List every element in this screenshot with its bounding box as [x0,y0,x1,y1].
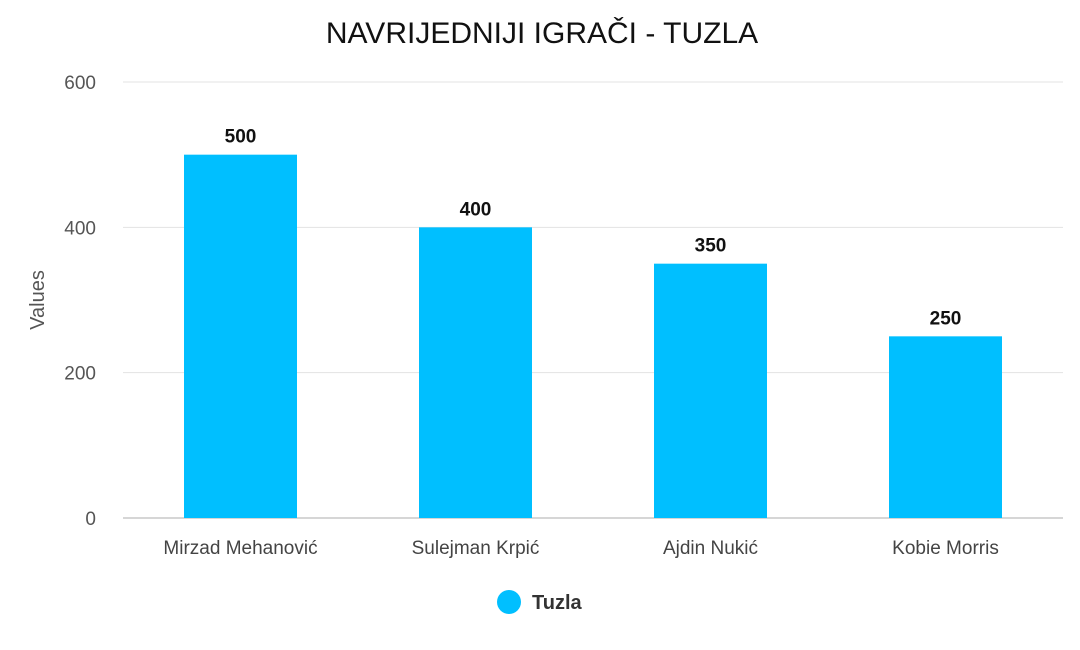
y-tick-label: 600 [64,73,96,94]
x-axis-categories: Mirzad Mehanović Sulejman Krpić Ajdin Nuki… [163,538,998,559]
bar [419,227,532,519]
legend: Tuzla [497,590,583,614]
x-category-label: Ajdin Nukić [663,538,758,559]
x-category-label: Kobie Morris [892,538,999,559]
y-axis-ticks: 0 200 400 600 [64,73,96,530]
y-tick-label: 0 [85,509,96,530]
data-label: 350 [695,236,727,257]
y-tick-label: 200 [64,364,96,385]
data-label: 500 [225,127,257,148]
x-category-label: Sulejman Krpić [412,538,540,559]
y-axis-title: Values [27,270,49,330]
bar [184,154,297,518]
data-label: 250 [930,308,962,329]
y-tick-label: 400 [64,218,96,239]
bar [889,336,1002,518]
data-label: 400 [460,199,492,220]
legend-swatch [497,590,521,614]
chart-title: NAVRIJEDNIJI IGRAČI - TUZLA [326,16,758,50]
legend-label: Tuzla [532,592,583,614]
bar [654,263,767,518]
data-labels: 500 400 350 250 [225,127,962,330]
bars [184,154,1002,519]
x-category-label: Mirzad Mehanović [163,538,317,559]
